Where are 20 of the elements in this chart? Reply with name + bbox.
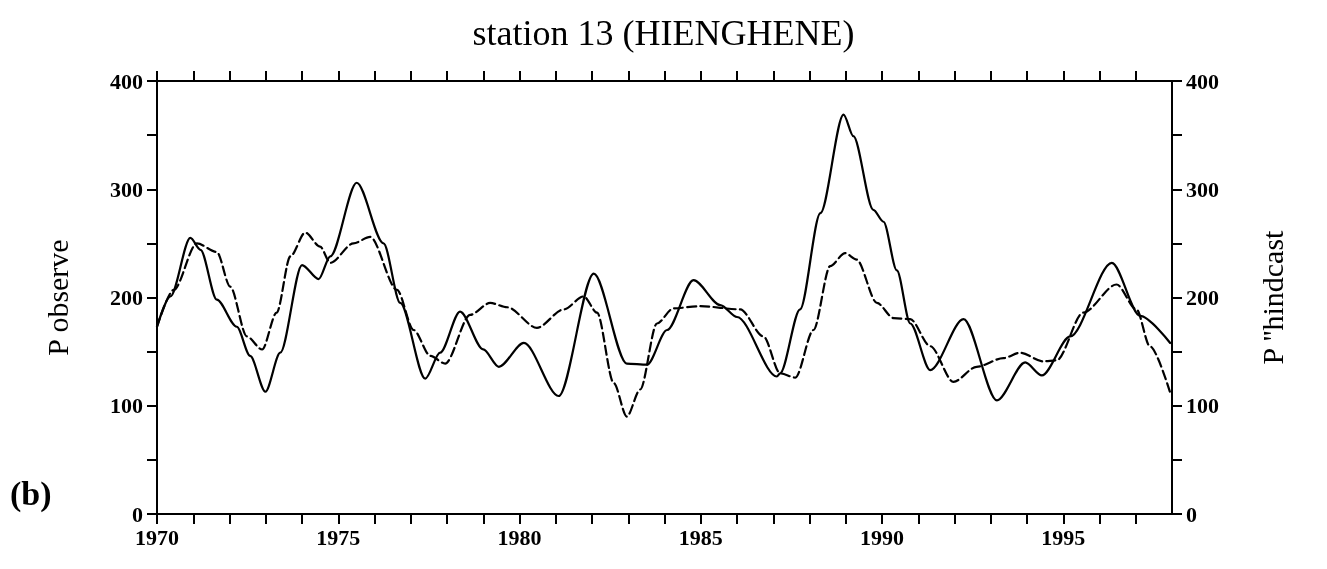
x-tick-label: 1980 [497, 524, 542, 550]
chart-title: station 13 (HIENGHENE) [472, 13, 855, 53]
y-tick-label: 300 [110, 176, 143, 202]
y2-tick-label: 200 [1186, 285, 1219, 310]
x-tick-label: 1990 [860, 524, 904, 550]
x-tick-label: 1970 [135, 524, 179, 550]
y2-tick-label: 400 [1186, 68, 1219, 94]
y-tick-label: 100 [110, 393, 143, 419]
y-tick-label: 400 [110, 68, 143, 94]
y2-tick-label: 0 [1186, 501, 1197, 527]
y-tick-label: 0 [132, 501, 143, 527]
y2-tick-label: 100 [1186, 393, 1219, 419]
x-tick-label: 1985 [678, 524, 723, 550]
x-tick-label: 1975 [316, 524, 361, 550]
y2-tick-label: 300 [1186, 176, 1219, 202]
y2-axis-title: P ''hindcast [1255, 229, 1289, 365]
text: (b) [10, 474, 52, 513]
x-tick-label: 1995 [1041, 524, 1086, 550]
y-axis-title: P observe [40, 239, 74, 356]
y-tick-label: 200 [110, 285, 143, 310]
